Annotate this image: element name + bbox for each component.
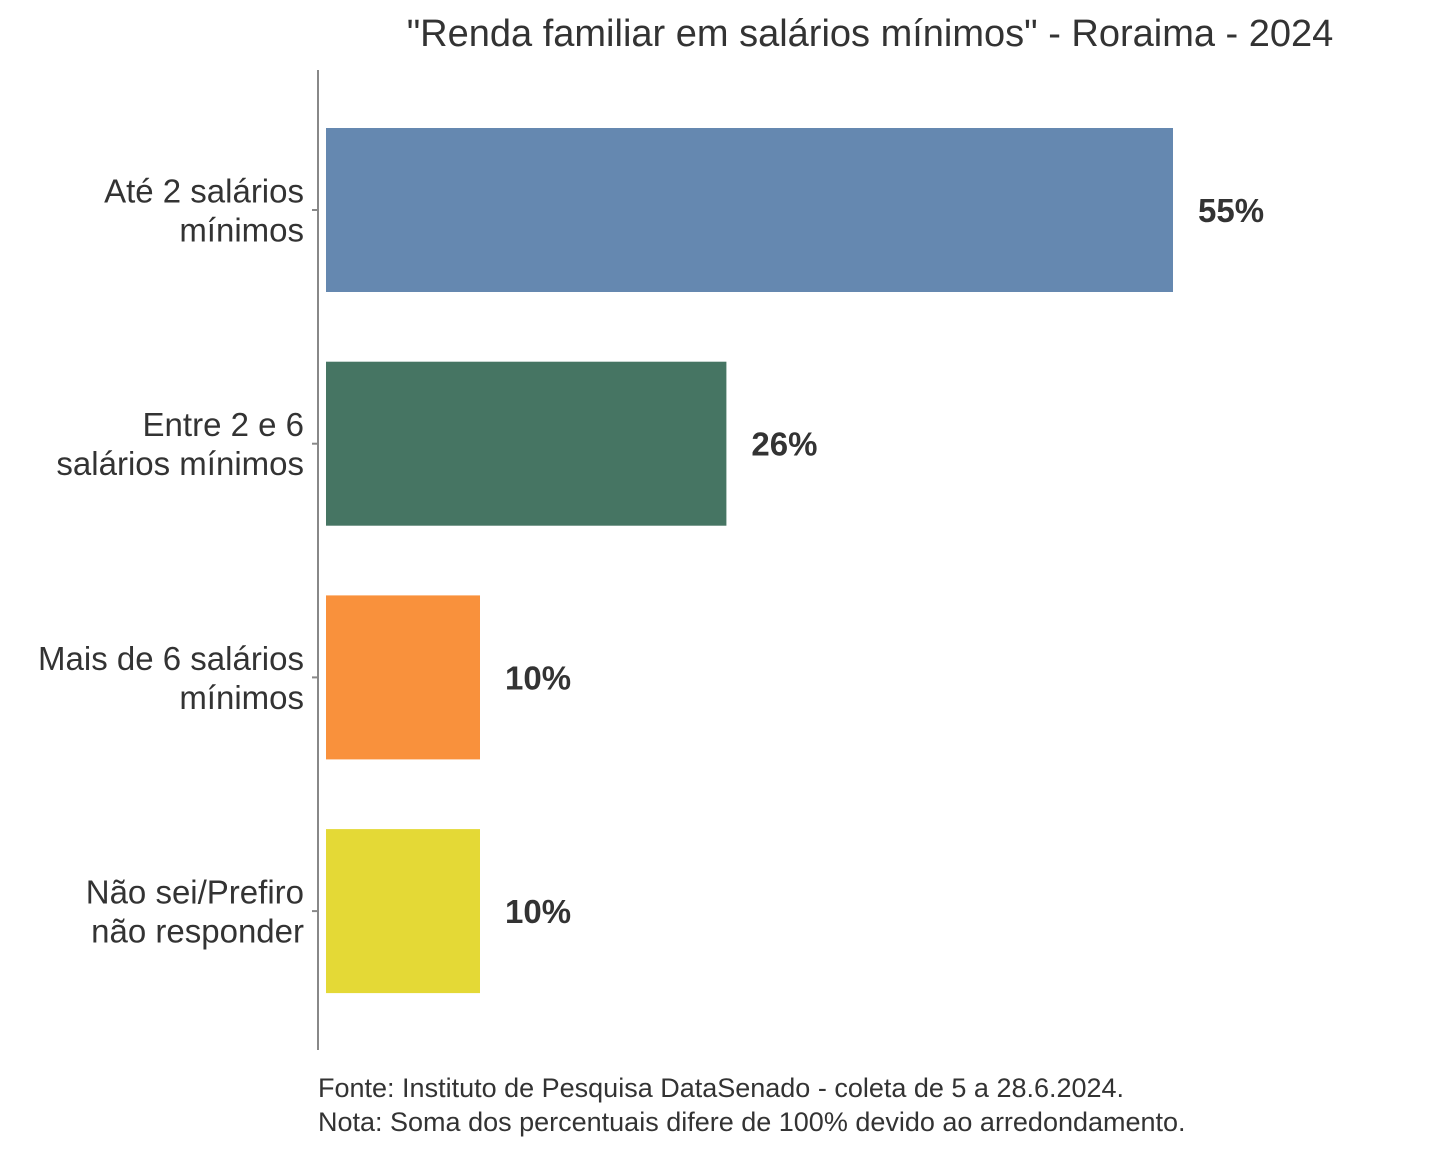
rounding-note: Nota: Soma dos percentuais difere de 100…	[318, 1107, 1186, 1137]
value-label-2: 26%	[751, 426, 817, 463]
category-label-line: mínimos	[179, 679, 304, 716]
category-label-line: Entre 2 e 6	[143, 406, 304, 443]
category-label-2: Entre 2 e 6 salários mínimos	[56, 406, 304, 482]
bar-3	[326, 595, 480, 760]
category-label-line: mínimos	[179, 212, 304, 249]
bar-2	[326, 361, 727, 526]
category-label-line: salários mínimos	[56, 445, 304, 482]
category-label-3: Mais de 6 salários mínimos	[38, 640, 304, 716]
category-label-line: Não sei/Prefiro	[86, 874, 304, 911]
chart-title: "Renda familiar em salários mínimos" - R…	[407, 13, 1334, 55]
value-label-4: 10%	[505, 893, 571, 930]
category-label-1: Até 2 salários mínimos	[104, 173, 304, 249]
category-label-line: Até 2 salários	[104, 173, 304, 210]
category-label-line: Mais de 6 salários	[38, 640, 304, 677]
category-label-line: não responder	[91, 913, 304, 950]
bar-1	[326, 128, 1173, 292]
value-label-3: 10%	[505, 659, 571, 696]
source-note: Fonte: Instituto de Pesquisa DataSenado …	[318, 1073, 1124, 1103]
bar-4	[326, 829, 480, 994]
category-label-4: Não sei/Prefiro não responder	[86, 874, 304, 950]
value-label-1: 55%	[1198, 192, 1264, 229]
